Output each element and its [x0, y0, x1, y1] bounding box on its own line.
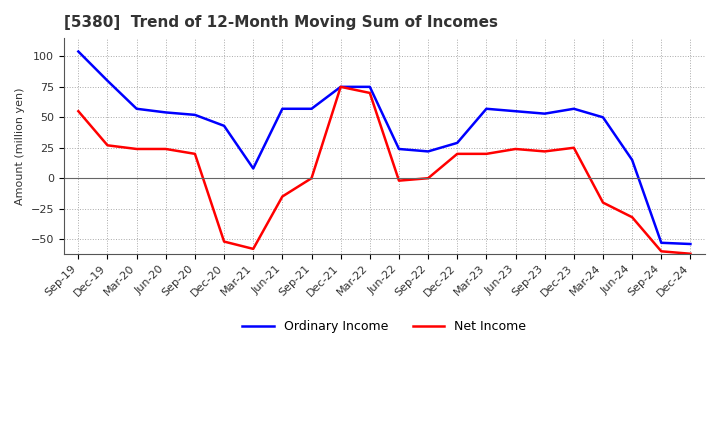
Net Income: [570, 145, 578, 150]
Ordinary Income: [191, 112, 199, 117]
Text: [5380]  Trend of 12-Month Moving Sum of Incomes: [5380] Trend of 12-Month Moving Sum of I…: [64, 15, 498, 30]
Net Income: [628, 215, 636, 220]
Net Income: [191, 151, 199, 157]
Ordinary Income: [395, 147, 403, 152]
Ordinary Income: [686, 242, 695, 247]
Ordinary Income: [249, 166, 258, 171]
Net Income: [424, 176, 433, 181]
Ordinary Income: [511, 109, 520, 114]
Net Income: [307, 176, 316, 181]
Ordinary Income: [570, 106, 578, 111]
Ordinary Income: [336, 84, 345, 89]
Ordinary Income: [278, 106, 287, 111]
Line: Ordinary Income: Ordinary Income: [78, 51, 690, 244]
Net Income: [482, 151, 491, 157]
Ordinary Income: [366, 84, 374, 89]
Ordinary Income: [132, 106, 141, 111]
Ordinary Income: [307, 106, 316, 111]
Net Income: [220, 239, 228, 244]
Ordinary Income: [657, 240, 665, 246]
Ordinary Income: [161, 110, 170, 115]
Ordinary Income: [482, 106, 491, 111]
Ordinary Income: [424, 149, 433, 154]
Net Income: [598, 200, 607, 205]
Ordinary Income: [453, 140, 462, 146]
Net Income: [541, 149, 549, 154]
Net Income: [336, 84, 345, 89]
Ordinary Income: [74, 49, 83, 54]
Net Income: [395, 178, 403, 183]
Net Income: [74, 109, 83, 114]
Net Income: [366, 90, 374, 95]
Net Income: [249, 246, 258, 252]
Net Income: [686, 251, 695, 257]
Net Income: [453, 151, 462, 157]
Line: Net Income: Net Income: [78, 87, 690, 254]
Ordinary Income: [628, 158, 636, 163]
Net Income: [278, 194, 287, 199]
Net Income: [161, 147, 170, 152]
Ordinary Income: [598, 115, 607, 120]
Net Income: [657, 249, 665, 254]
Ordinary Income: [103, 78, 112, 84]
Net Income: [103, 143, 112, 148]
Ordinary Income: [541, 111, 549, 116]
Y-axis label: Amount (million yen): Amount (million yen): [15, 87, 25, 205]
Ordinary Income: [220, 123, 228, 128]
Net Income: [511, 147, 520, 152]
Legend: Ordinary Income, Net Income: Ordinary Income, Net Income: [238, 315, 531, 338]
Net Income: [132, 147, 141, 152]
